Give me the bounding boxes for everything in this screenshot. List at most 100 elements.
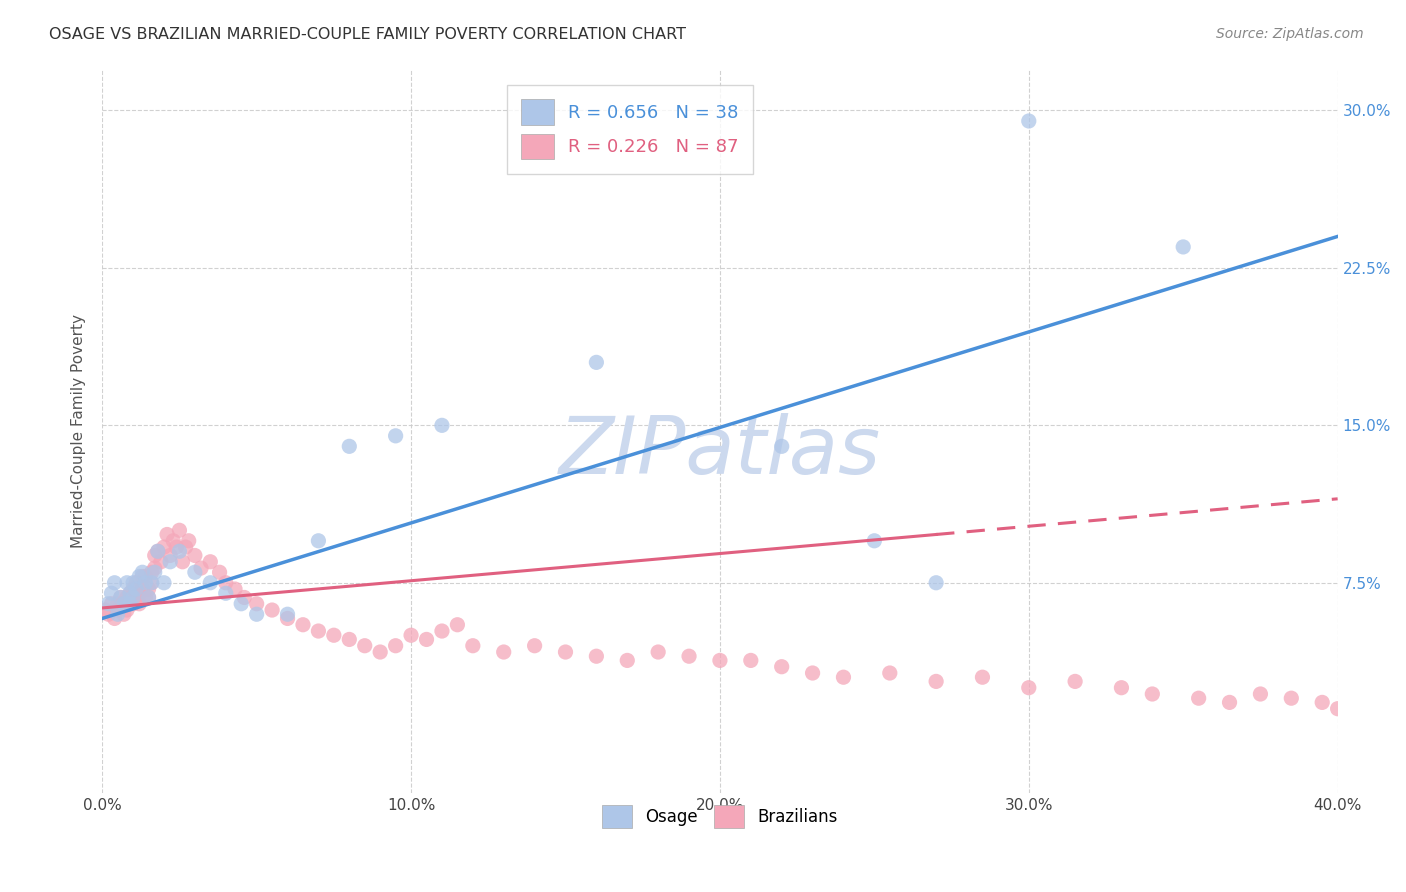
Point [353, 639, 375, 653]
Point [430, 418, 453, 433]
Point [972, 670, 994, 684]
Point [184, 549, 207, 563]
Point [246, 607, 269, 622]
Point [1310, 695, 1333, 709]
Point [128, 586, 150, 600]
Point [146, 544, 169, 558]
Point [200, 555, 222, 569]
Point [384, 429, 406, 443]
Point [709, 653, 731, 667]
Y-axis label: Married-Couple Family Poverty: Married-Couple Family Poverty [72, 314, 86, 548]
Point [94, 603, 117, 617]
Point [128, 569, 150, 583]
Point [1142, 687, 1164, 701]
Point [770, 659, 793, 673]
Point [190, 561, 212, 575]
Point [307, 624, 329, 638]
Point [138, 591, 160, 605]
Point [1064, 674, 1087, 689]
Point [125, 582, 148, 596]
Point [647, 645, 669, 659]
Point [863, 533, 886, 548]
Point [125, 575, 148, 590]
Point [770, 439, 793, 453]
Point [1018, 681, 1040, 695]
Point [925, 575, 948, 590]
Point [100, 597, 122, 611]
Point [107, 607, 129, 622]
Point [307, 533, 329, 548]
Point [832, 670, 855, 684]
Text: Source: ZipAtlas.com: Source: ZipAtlas.com [1216, 27, 1364, 41]
Point [112, 597, 135, 611]
Point [159, 549, 181, 563]
Point [215, 575, 238, 590]
Point [430, 624, 453, 638]
Point [153, 540, 176, 554]
Point [143, 561, 166, 575]
Point [177, 533, 200, 548]
Point [122, 597, 145, 611]
Point [103, 575, 125, 590]
Point [134, 569, 156, 583]
Point [138, 591, 160, 605]
Point [554, 645, 576, 659]
Point [174, 540, 197, 554]
Point [169, 544, 191, 558]
Point [276, 607, 298, 622]
Point [231, 597, 253, 611]
Point [523, 639, 546, 653]
Point [879, 666, 901, 681]
Point [153, 575, 176, 590]
Point [172, 555, 194, 569]
Point [97, 597, 120, 611]
Point [384, 639, 406, 653]
Point [149, 555, 172, 569]
Point [156, 527, 179, 541]
Point [138, 582, 160, 596]
Legend: Osage, Brazilians: Osage, Brazilians [595, 798, 845, 835]
Point [322, 628, 344, 642]
Point [112, 607, 135, 622]
Point [1188, 691, 1211, 706]
Point [146, 544, 169, 558]
Point [143, 566, 166, 580]
Point [159, 555, 181, 569]
Point [184, 566, 207, 580]
Point [461, 639, 484, 653]
Point [446, 617, 468, 632]
Point [131, 569, 153, 583]
Point [215, 586, 238, 600]
Point [291, 617, 314, 632]
Point [118, 597, 141, 611]
Point [118, 586, 141, 600]
Point [107, 597, 129, 611]
Point [616, 653, 638, 667]
Point [925, 674, 948, 689]
Point [134, 591, 156, 605]
Point [169, 523, 191, 537]
Point [165, 540, 187, 554]
Point [141, 566, 163, 580]
Point [115, 575, 138, 590]
Point [492, 645, 515, 659]
Point [107, 603, 129, 617]
Point [110, 591, 132, 605]
Point [162, 533, 184, 548]
Point [276, 611, 298, 625]
Point [200, 575, 222, 590]
Point [134, 575, 156, 590]
Point [262, 603, 284, 617]
Point [125, 591, 148, 605]
Point [585, 649, 607, 664]
Point [1326, 702, 1348, 716]
Point [128, 597, 150, 611]
Point [740, 653, 762, 667]
Point [1279, 691, 1302, 706]
Point [246, 597, 269, 611]
Point [208, 566, 231, 580]
Text: OSAGE VS BRAZILIAN MARRIED-COUPLE FAMILY POVERTY CORRELATION CHART: OSAGE VS BRAZILIAN MARRIED-COUPLE FAMILY… [49, 27, 686, 42]
Point [103, 611, 125, 625]
Point [585, 355, 607, 369]
Point [337, 632, 360, 647]
